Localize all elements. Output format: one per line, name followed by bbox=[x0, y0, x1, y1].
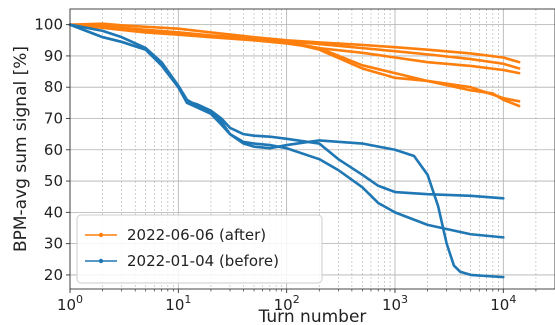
x-tick-label-base: 10 bbox=[382, 296, 401, 314]
y-tick-label: 70 bbox=[44, 109, 63, 127]
legend-label: 2022-01-04 (before) bbox=[127, 252, 279, 270]
x-axis-title: Turn number bbox=[258, 307, 367, 325]
legend: 2022-06-06 (after) 2022-01-04 (before) bbox=[76, 214, 323, 284]
series-layer bbox=[68, 22, 521, 279]
x-tick-label-base: 10 bbox=[57, 296, 76, 314]
legend-marker bbox=[98, 232, 104, 238]
y-tick-label: 80 bbox=[44, 78, 63, 96]
series-line-7 bbox=[68, 23, 505, 279]
x-tick-label-exponent: 4 bbox=[509, 293, 516, 306]
y-tick-label: 100 bbox=[34, 16, 63, 34]
y-axis-ticks: 20 30 40 50 60 70 80 90 100 bbox=[34, 16, 70, 284]
y-tick-label: 20 bbox=[44, 266, 63, 284]
x-tick-label: 100 bbox=[57, 293, 83, 314]
legend-box bbox=[76, 214, 323, 284]
x-tick-label: 102 bbox=[274, 293, 300, 314]
y-tick-label: 30 bbox=[44, 235, 63, 253]
plot-frame bbox=[69, 8, 555, 290]
x-axis-ticks: 100 101 102 103 104 bbox=[57, 289, 516, 314]
x-tick-label-base: 10 bbox=[274, 296, 293, 314]
x-tick-label-base: 10 bbox=[165, 296, 184, 314]
x-tick-label: 101 bbox=[165, 293, 191, 314]
x-tick-label: 104 bbox=[490, 293, 516, 314]
series-line-4 bbox=[68, 23, 521, 108]
x-tick-label-base: 10 bbox=[490, 296, 509, 314]
x-tick-label-exponent: 1 bbox=[184, 293, 191, 306]
x-tick-label-exponent: 3 bbox=[401, 293, 408, 306]
series-line-2 bbox=[68, 23, 521, 75]
legend-marker bbox=[98, 258, 104, 264]
y-tick-label: 90 bbox=[44, 47, 63, 65]
legend-label: 2022-06-06 (after) bbox=[127, 226, 266, 244]
y-axis-title: BPM-avg sum signal [%] bbox=[11, 46, 31, 252]
x-tick-label-exponent: 0 bbox=[76, 293, 83, 306]
y-tick-label: 60 bbox=[44, 141, 63, 159]
x-tick-label: 103 bbox=[382, 293, 408, 314]
y-tick-label: 40 bbox=[44, 203, 63, 221]
y-tick-label: 50 bbox=[44, 172, 63, 190]
x-tick-label-exponent: 2 bbox=[293, 293, 300, 306]
